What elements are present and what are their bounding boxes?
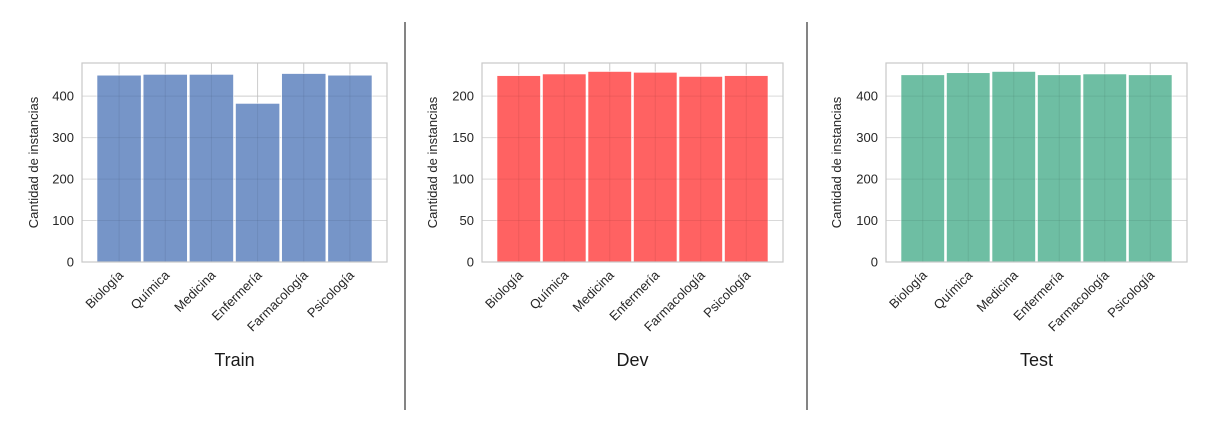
x-tick-label: Biología (482, 267, 526, 311)
x-tick-label: Psicología (304, 267, 358, 321)
y-tick-label: 100 (452, 172, 474, 187)
bar-medicina (991, 70, 1037, 263)
bar-medicina (587, 70, 633, 263)
y-tick-label: 100 (52, 213, 74, 228)
x-tick-label: Medicina (171, 267, 219, 315)
bar-enfermería (234, 102, 281, 263)
x-tick-label: Psicología (1104, 267, 1158, 321)
y-tick-label: 100 (856, 213, 878, 228)
y-axis-label: Cantidad de instancias (425, 96, 440, 228)
y-tick-label: 50 (460, 213, 474, 228)
bar-psicología (1127, 74, 1173, 263)
x-tick-label: Biología (886, 267, 930, 311)
y-axis-label: Cantidad de instancias (829, 96, 844, 228)
bar-enfermería (632, 71, 678, 263)
x-axis-label: Test (1020, 350, 1053, 370)
y-tick-label: 300 (52, 130, 74, 145)
y-tick-label: 300 (856, 130, 878, 145)
bar-farmacología (280, 72, 327, 263)
x-tick-label: Química (128, 267, 173, 312)
bar-psicología (327, 74, 373, 263)
y-tick-label: 150 (452, 130, 474, 145)
y-tick-label: 0 (67, 255, 74, 270)
x-tick-label: Química (931, 267, 976, 312)
y-tick-label: 200 (452, 89, 474, 104)
x-tick-label: Biología (82, 267, 126, 311)
y-tick-label: 400 (52, 89, 74, 104)
bar-enfermería (1036, 74, 1082, 263)
y-tick-label: 400 (856, 89, 878, 104)
bar-biología (496, 74, 542, 263)
x-tick-label: Psicología (700, 267, 754, 321)
y-axis-label: Cantidad de instancias (26, 96, 41, 228)
x-axis-label: Train (214, 350, 254, 370)
axes-frame (81, 62, 388, 263)
y-tick-label: 0 (467, 255, 474, 270)
bar-química (541, 73, 587, 263)
y-tick-label: 200 (52, 172, 74, 187)
bar-psicología (723, 74, 769, 263)
axes-frame (481, 62, 784, 263)
y-tick-label: 0 (871, 255, 878, 270)
x-axis-label: Dev (616, 350, 648, 370)
bar-farmacología (1082, 73, 1128, 263)
axes-frame (885, 62, 1188, 263)
y-tick-label: 200 (856, 172, 878, 187)
x-tick-label: Química (527, 267, 572, 312)
